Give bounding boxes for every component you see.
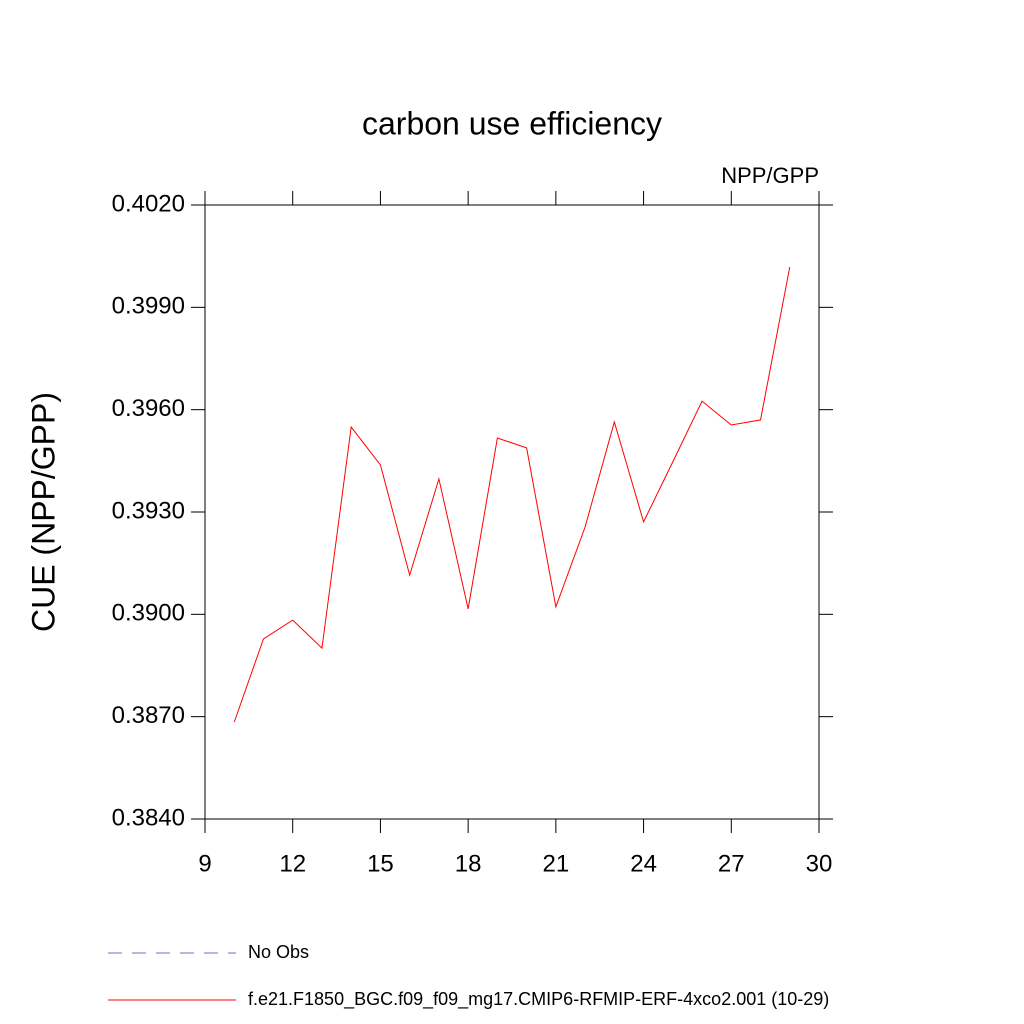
x-tick-label: 18 [455,850,482,877]
plot-frame [204,204,820,820]
series-line [233,266,791,723]
x-tick-label: 30 [806,850,833,877]
y-tick-label: 0.3960 [112,395,185,422]
y-axis-label: CUE (NPP/GPP) [25,392,61,632]
y-tick-label: 0.3870 [112,702,185,729]
y-tick-label: 0.3990 [112,293,185,320]
chart-title: carbon use efficiency [362,105,662,141]
x-tick-label: 24 [630,850,657,877]
y-tick-label: 0.3930 [112,497,185,524]
legend-label: No Obs [248,942,309,962]
x-tick-label: 9 [198,850,211,877]
legend-label: f.e21.F1850_BGC.f09_f09_mg17.CMIP6-RFMIP… [248,989,829,1010]
y-tick-label: 0.3840 [112,804,185,831]
y-tick-label: 0.4020 [112,190,185,217]
x-tick-label: 15 [367,850,394,877]
y-tick-label: 0.3900 [112,600,185,627]
x-tick-label: 27 [718,850,745,877]
x-tick-label: 21 [543,850,570,877]
x-tick-label: 12 [279,850,306,877]
chart-subtitle: NPP/GPP [721,163,819,188]
